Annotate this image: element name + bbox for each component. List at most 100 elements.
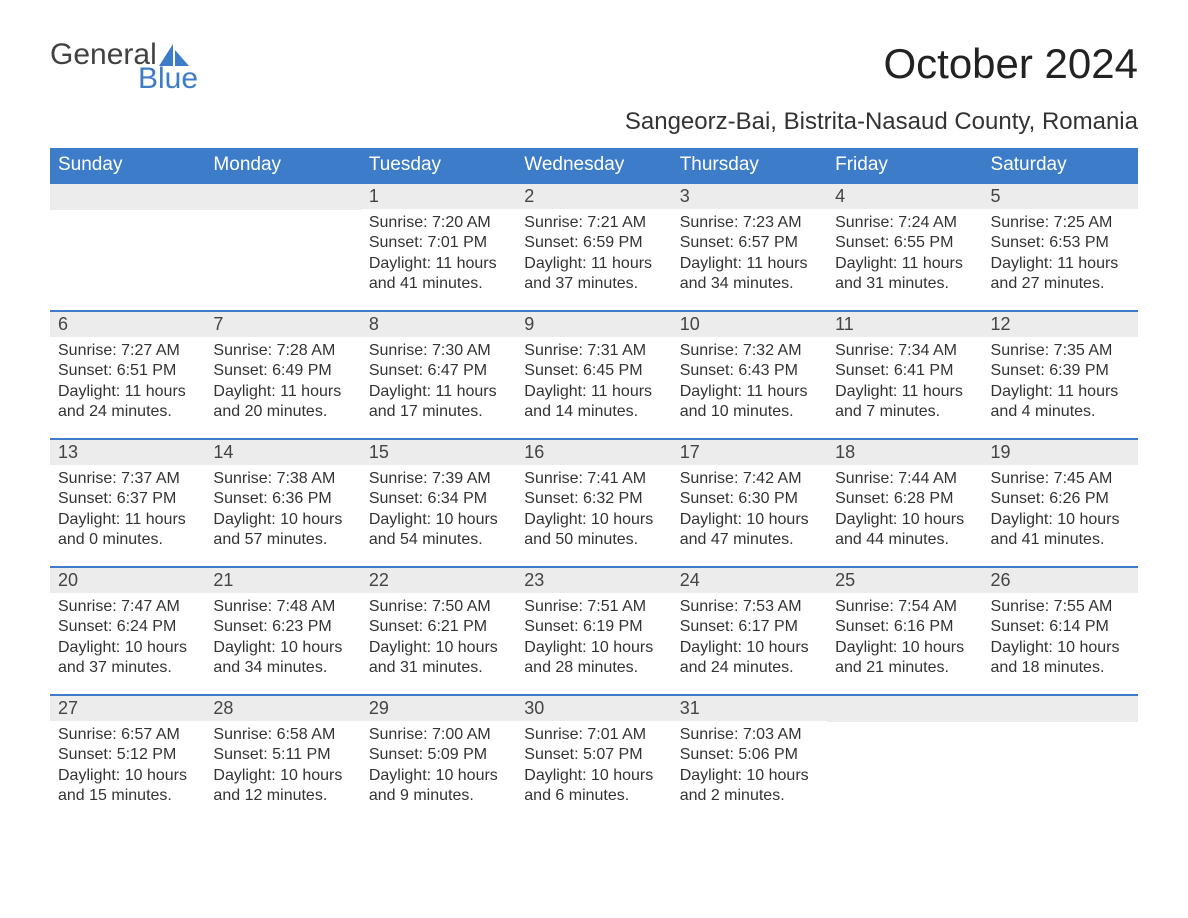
sunset-line: Sunset: 5:11 PM — [213, 746, 330, 763]
calendar-day-cell — [983, 694, 1138, 822]
day-number: 23 — [516, 566, 671, 593]
calendar-week-row: 13 Sunrise: 7:37 AM Sunset: 6:37 PM Dayligh… — [50, 438, 1138, 566]
day-details: Sunrise: 7:21 AMSunset: 6:59 PMDaylight:… — [516, 209, 671, 301]
daylight-line: Daylight: 11 hours and 10 minutes. — [680, 383, 808, 420]
calendar-day-cell — [205, 182, 360, 310]
calendar-day-cell: 15Sunrise: 7:39 AMSunset: 6:34 PMDayligh… — [361, 438, 516, 566]
weekday-header: Sunday — [50, 148, 205, 182]
sunset-line: Sunset: 6:32 PM — [524, 490, 642, 507]
daylight-line: Daylight: 11 hours and 27 minutes. — [991, 255, 1119, 292]
calendar-day-cell: 9Sunrise: 7:31 AMSunset: 6:45 PMDaylight… — [516, 310, 671, 438]
logo-text-blue: Blue — [138, 64, 198, 94]
calendar-day-cell: 29Sunrise: 7:00 AMSunset: 5:09 PMDayligh… — [361, 694, 516, 822]
day-number: 9 — [516, 310, 671, 337]
day-details: Sunrise: 7:03 AM Sunset: 5:06 PM Daylight:… — [672, 721, 827, 813]
sunrise-line: Sunrise: 7:31 AM — [524, 342, 646, 359]
sunset-line: Sunset: 6:55 PM — [835, 234, 953, 251]
daylight-line: Daylight: 10 hours and 2 minutes. — [680, 767, 809, 804]
calendar-day-cell: 20Sunrise: 7:47 AMSunset: 6:24 PMDayligh… — [50, 566, 205, 694]
sunrise-line: Sunrise: 7:20 AM — [369, 214, 491, 231]
daylight-line: Daylight: 10 hours and 57 minutes. — [213, 511, 342, 548]
calendar-day-cell: 27Sunrise: 6:57 AMSunset: 5:12 PMDayligh… — [50, 694, 205, 822]
daylight-line: Daylight: 10 hours and 50 minutes. — [524, 511, 653, 548]
calendar-day-cell: 7Sunrise: 7:28 AMSunset: 6:49 PMDaylight… — [205, 310, 360, 438]
sunset-line: Sunset: 6:30 PM — [680, 490, 798, 507]
sunrise-line: Sunrise: 7:54 AM — [835, 598, 957, 615]
day-number: 25 — [827, 566, 982, 593]
daylight-line: Daylight: 10 hours and 41 minutes. — [991, 511, 1120, 548]
sunrise-line: Sunrise: 7:25 AM — [991, 214, 1113, 231]
day-details: Sunrise: 7:34 AMSunset: 6:41 PMDaylight:… — [827, 337, 982, 429]
sunrise-line: Sunrise: 7:37 AM — [58, 470, 180, 487]
sunset-line: Sunset: 6:14 PM — [991, 618, 1109, 635]
day-number: 8 — [361, 310, 516, 337]
day-details: Sunrise: 7:01 AMSunset: 5:07 PMDaylight:… — [516, 721, 671, 813]
calendar-day-cell: 23Sunrise: 7:51 AMSunset: 6:19 PMDayligh… — [516, 566, 671, 694]
day-number: 31 — [672, 694, 827, 721]
sunrise-line: Sunrise: 7:47 AM — [58, 598, 180, 615]
weekday-header: Wednesday — [516, 148, 671, 182]
day-number: 29 — [361, 694, 516, 721]
sunset-line: Sunset: 6:53 PM — [991, 234, 1109, 251]
day-number: 13 — [50, 438, 205, 465]
calendar-day-cell: 24Sunrise: 7:53 AMSunset: 6:17 PMDayligh… — [672, 566, 827, 694]
sunrise-line: Sunrise: 7:21 AM — [524, 214, 646, 231]
day-details: Sunrise: 7:39 AMSunset: 6:34 PMDaylight:… — [361, 465, 516, 557]
sunset-line: Sunset: 6:37 PM — [58, 490, 176, 507]
weekday-header: Monday — [205, 148, 360, 182]
day-number: 20 — [50, 566, 205, 593]
calendar-day-cell: 28Sunrise: 6:58 AMSunset: 5:11 PMDayligh… — [205, 694, 360, 822]
day-number: 21 — [205, 566, 360, 593]
calendar-day-cell: 1Sunrise: 7:20 AMSunset: 7:01 PMDaylight… — [361, 182, 516, 310]
sunset-line: Sunset: 6:57 PM — [680, 234, 798, 251]
sunset-line: Sunset: 6:41 PM — [835, 362, 953, 379]
day-details: Sunrise: 7:48 AMSunset: 6:23 PMDaylight:… — [205, 593, 360, 685]
day-number: 26 — [983, 566, 1138, 593]
daylight-line: Daylight: 10 hours and 21 minutes. — [835, 639, 964, 676]
calendar-day-cell: 8Sunrise: 7:30 AMSunset: 6:47 PMDaylight… — [361, 310, 516, 438]
page-title: October 2024 — [883, 40, 1138, 88]
calendar-day-cell: 4Sunrise: 7:24 AMSunset: 6:55 PMDaylight… — [827, 182, 982, 310]
daylight-line: Daylight: 11 hours and 24 minutes. — [58, 383, 186, 420]
calendar-day-cell: 2Sunrise: 7:21 AMSunset: 6:59 PMDaylight… — [516, 182, 671, 310]
day-details: Sunrise: 7:55 AMSunset: 6:14 PMDaylight:… — [983, 593, 1138, 685]
daylight-line: Daylight: 10 hours and 31 minutes. — [369, 639, 498, 676]
calendar-table: Sunday Monday Tuesday Wednesday Thursday… — [50, 148, 1138, 822]
calendar-day-cell: 22Sunrise: 7:50 AMSunset: 6:21 PMDayligh… — [361, 566, 516, 694]
empty-day-header — [983, 694, 1138, 722]
sunset-line: Sunset: 5:06 PM — [680, 746, 798, 763]
daylight-line: Daylight: 11 hours and 14 minutes. — [524, 383, 652, 420]
sunset-line: Sunset: 6:17 PM — [680, 618, 798, 635]
day-details: Sunrise: 7:35 AMSunset: 6:39 PMDaylight:… — [983, 337, 1138, 429]
calendar-day-cell: 3Sunrise: 7:23 AMSunset: 6:57 PMDaylight… — [672, 182, 827, 310]
day-details: Sunrise: 7:42 AMSunset: 6:30 PMDaylight:… — [672, 465, 827, 557]
sunset-line: Sunset: 6:43 PM — [680, 362, 798, 379]
day-details: Sunrise: 7:23 AMSunset: 6:57 PMDaylight:… — [672, 209, 827, 301]
sunrise-line: Sunrise: 7:39 AM — [369, 470, 491, 487]
sunrise-line: Sunrise: 7:03 AM — [680, 726, 802, 743]
day-number: 22 — [361, 566, 516, 593]
day-number: 18 — [827, 438, 982, 465]
sunrise-line: Sunrise: 7:01 AM — [524, 726, 646, 743]
day-details: Sunrise: 6:58 AMSunset: 5:11 PMDaylight:… — [205, 721, 360, 813]
sunrise-line: Sunrise: 7:38 AM — [213, 470, 335, 487]
day-details: Sunrise: 7:28 AMSunset: 6:49 PMDaylight:… — [205, 337, 360, 429]
sunrise-line: Sunrise: 7:51 AM — [524, 598, 646, 615]
calendar-day-cell: 5Sunrise: 7:25 AMSunset: 6:53 PMDaylight… — [983, 182, 1138, 310]
day-details: Sunrise: 7:50 AMSunset: 6:21 PMDaylight:… — [361, 593, 516, 685]
sunset-line: Sunset: 6:19 PM — [524, 618, 642, 635]
sunrise-line: Sunrise: 7:53 AM — [680, 598, 802, 615]
header: General Blue October 2024 — [50, 40, 1138, 94]
sunset-line: Sunset: 6:47 PM — [369, 362, 487, 379]
weekday-header: Saturday — [983, 148, 1138, 182]
sunrise-line: Sunrise: 6:57 AM — [58, 726, 180, 743]
calendar-day-cell: 12Sunrise: 7:35 AMSunset: 6:39 PMDayligh… — [983, 310, 1138, 438]
calendar-day-cell: 31 Sunrise: 7:03 AM Sunset: 5:06 PM Dayligh… — [672, 694, 827, 822]
sunrise-line: Sunrise: 7:00 AM — [369, 726, 491, 743]
day-number: 12 — [983, 310, 1138, 337]
calendar-day-cell: 13Sunrise: 7:37 AMSunset: 6:37 PMDayligh… — [50, 438, 205, 566]
sunrise-line: Sunrise: 7:41 AM — [524, 470, 646, 487]
sunset-line: Sunset: 6:49 PM — [213, 362, 331, 379]
daylight-line: Daylight: 10 hours and 44 minutes. — [835, 511, 964, 548]
empty-day-header — [827, 694, 982, 722]
